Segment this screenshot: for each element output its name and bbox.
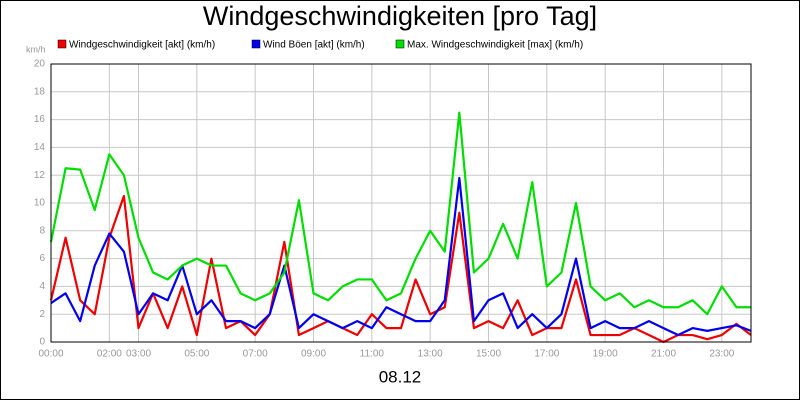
y-axis-label: km/h — [26, 44, 46, 54]
series-line — [50, 176, 752, 337]
y-tick-label: 10 — [34, 198, 46, 209]
chart-title: Windgeschwindigkeiten [pro Tag] — [203, 1, 597, 31]
legend-label: Windgeschwindigkeit [akt] (km/h) — [69, 40, 215, 51]
x-tick-label: 23:00 — [709, 349, 734, 360]
y-tick-label: 8 — [39, 225, 45, 236]
y-tick-label: 16 — [34, 114, 46, 125]
x-tick-label: 19:00 — [593, 349, 618, 360]
x-tick-label: 02:00 — [97, 349, 122, 360]
x-tick-label: 09:00 — [301, 349, 326, 360]
y-tick-label: 18 — [34, 86, 46, 97]
x-axis-label: 08.12 — [379, 367, 422, 386]
y-tick-label: 0 — [39, 337, 45, 348]
x-tick-label: 21:00 — [651, 349, 676, 360]
plot-border — [50, 63, 752, 343]
x-tick-label: 05:00 — [184, 349, 209, 360]
legend-label: Max. Windgeschwindigkeit [max] (km/h) — [407, 40, 583, 51]
y-tick-label: 14 — [34, 142, 46, 153]
series-line — [49, 111, 751, 316]
y-tick-label: 20 — [34, 59, 46, 70]
x-tick-label: 15:00 — [476, 349, 501, 360]
y-tick-label: 12 — [34, 170, 46, 181]
y-tick-label: 2 — [39, 309, 45, 320]
y-tick-label: 4 — [39, 281, 45, 292]
legend-label: Wind Böen [akt] (km/h) — [263, 40, 365, 51]
x-tick-label: 17:00 — [534, 349, 559, 360]
legend-swatch — [57, 39, 67, 49]
y-tick-label: 6 — [39, 253, 45, 264]
legend-swatch — [251, 39, 261, 49]
legend-swatch — [395, 39, 405, 49]
x-tick-label: 11:00 — [360, 349, 385, 360]
x-tick-label: 07:00 — [243, 349, 268, 360]
x-tick-label: 03:00 — [126, 349, 151, 360]
x-tick-label: 13:00 — [418, 349, 443, 360]
x-tick-label: 00:00 — [38, 349, 63, 360]
